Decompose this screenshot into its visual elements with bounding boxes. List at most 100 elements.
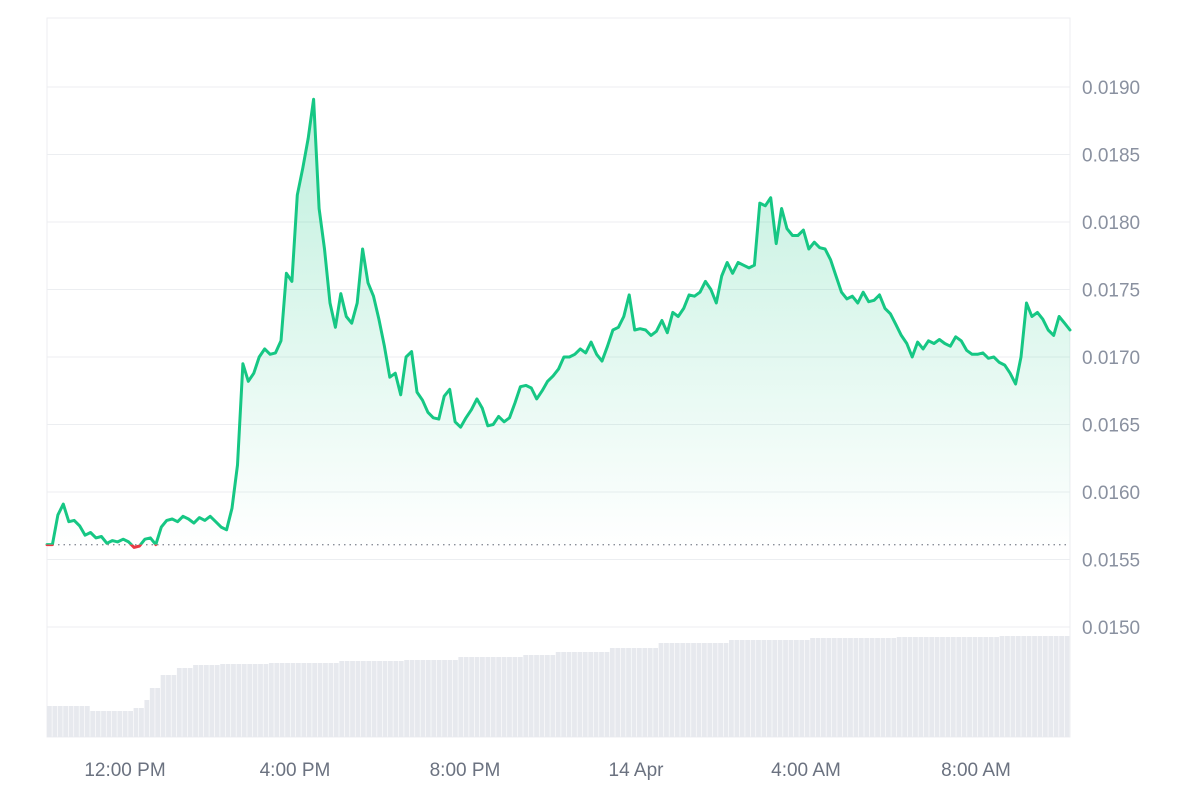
volume-bar bbox=[122, 711, 128, 737]
volume-bar bbox=[171, 675, 177, 737]
volume-bar bbox=[967, 637, 972, 737]
volume-bar bbox=[783, 640, 788, 737]
volume-bar bbox=[1015, 636, 1021, 737]
volume-bar bbox=[485, 657, 491, 737]
volume-bar bbox=[1053, 636, 1059, 737]
volume-bar bbox=[436, 660, 442, 737]
y-tick-label: 0.0175 bbox=[1082, 281, 1140, 302]
volume-bar bbox=[647, 648, 653, 737]
volume-bar bbox=[940, 637, 945, 737]
x-tick-label: 12:00 PM bbox=[84, 760, 165, 781]
volume-bar bbox=[52, 706, 58, 737]
volume-bar bbox=[799, 640, 805, 737]
volume-bar bbox=[198, 665, 204, 737]
volume-bar bbox=[620, 648, 626, 737]
volume-bar bbox=[642, 648, 648, 737]
volume-bar bbox=[950, 637, 956, 737]
volume-bar bbox=[458, 657, 464, 737]
volume-bar bbox=[566, 652, 572, 737]
volume-bar bbox=[252, 664, 258, 737]
volume-bar bbox=[95, 711, 101, 737]
volume-bar bbox=[523, 655, 529, 737]
volume-bar bbox=[317, 663, 323, 737]
volume-bar bbox=[279, 663, 285, 737]
volume-bar bbox=[609, 648, 615, 737]
volume-bar bbox=[182, 668, 188, 737]
volume-bar bbox=[68, 706, 74, 737]
volume-bar bbox=[572, 652, 577, 737]
volume-bar bbox=[864, 638, 870, 737]
volume-bar bbox=[988, 637, 994, 737]
volume-bar bbox=[117, 711, 123, 737]
volume-bar bbox=[1005, 636, 1010, 737]
volume-bar bbox=[653, 648, 659, 737]
area-fill bbox=[47, 99, 1070, 545]
volume-bar bbox=[718, 643, 723, 737]
volume-bar bbox=[90, 711, 96, 737]
y-tick-label: 0.0160 bbox=[1082, 483, 1140, 504]
volume-bar bbox=[826, 638, 832, 737]
volume-bar bbox=[258, 664, 263, 737]
volume-bar bbox=[344, 661, 350, 737]
volume-bar bbox=[1048, 636, 1054, 737]
y-tick-label: 0.0165 bbox=[1082, 416, 1140, 437]
volume-bar bbox=[507, 657, 512, 737]
volume-bar bbox=[1037, 636, 1043, 737]
volume-bar bbox=[128, 711, 134, 737]
volume-bar bbox=[593, 652, 599, 737]
volume-bar bbox=[842, 638, 848, 737]
volume-bar bbox=[79, 706, 85, 737]
volume-bar bbox=[160, 675, 166, 737]
volume-bar bbox=[377, 661, 382, 737]
volume-bar bbox=[961, 637, 967, 737]
volume-bar bbox=[328, 663, 334, 737]
volume-bar bbox=[615, 648, 621, 737]
volume-bar bbox=[550, 655, 556, 737]
volume-bar bbox=[929, 637, 935, 737]
volume-bar bbox=[420, 660, 426, 737]
volume-bar bbox=[891, 638, 897, 737]
volume-bar bbox=[101, 711, 106, 737]
volume-bar bbox=[193, 665, 198, 737]
volume-bar bbox=[301, 663, 307, 737]
x-tick-label: 4:00 AM bbox=[771, 760, 841, 781]
volume-bar bbox=[404, 660, 410, 737]
x-tick-label: 8:00 PM bbox=[430, 760, 501, 781]
volume-bar bbox=[388, 661, 393, 737]
volume-bar bbox=[669, 643, 675, 737]
volume-bar bbox=[517, 657, 523, 737]
volume-bar bbox=[74, 706, 79, 737]
volume-bar bbox=[1059, 636, 1064, 737]
volume-bar bbox=[463, 657, 469, 737]
y-tick-label: 0.0185 bbox=[1082, 146, 1140, 167]
volume-bar bbox=[923, 637, 929, 737]
volume-bar bbox=[539, 655, 545, 737]
volume-bar bbox=[1042, 636, 1048, 737]
volume-bar bbox=[442, 660, 447, 737]
volume-bar bbox=[1032, 636, 1037, 737]
volume-bar bbox=[777, 640, 783, 737]
volume-bar bbox=[712, 643, 718, 737]
volume-bar bbox=[480, 657, 485, 737]
volume-bar bbox=[415, 660, 420, 737]
volume-bar bbox=[977, 637, 983, 737]
volume-bar bbox=[203, 665, 209, 737]
volume-bar bbox=[729, 640, 734, 737]
volume-bar bbox=[241, 664, 247, 737]
volume-bar bbox=[972, 637, 978, 737]
volume-bar bbox=[111, 711, 117, 737]
volume-bar bbox=[534, 655, 539, 737]
volume-bar bbox=[902, 637, 908, 737]
volume-bar bbox=[804, 640, 810, 737]
volume-bar bbox=[360, 661, 366, 737]
volume-bar bbox=[875, 638, 880, 737]
volume-bar bbox=[734, 640, 740, 737]
volume-bar bbox=[166, 675, 171, 737]
volume-bar bbox=[696, 643, 702, 737]
volume-bar bbox=[371, 661, 377, 737]
volume-bar bbox=[285, 663, 290, 737]
volume-bar bbox=[236, 664, 242, 737]
volume-bar bbox=[701, 643, 707, 737]
